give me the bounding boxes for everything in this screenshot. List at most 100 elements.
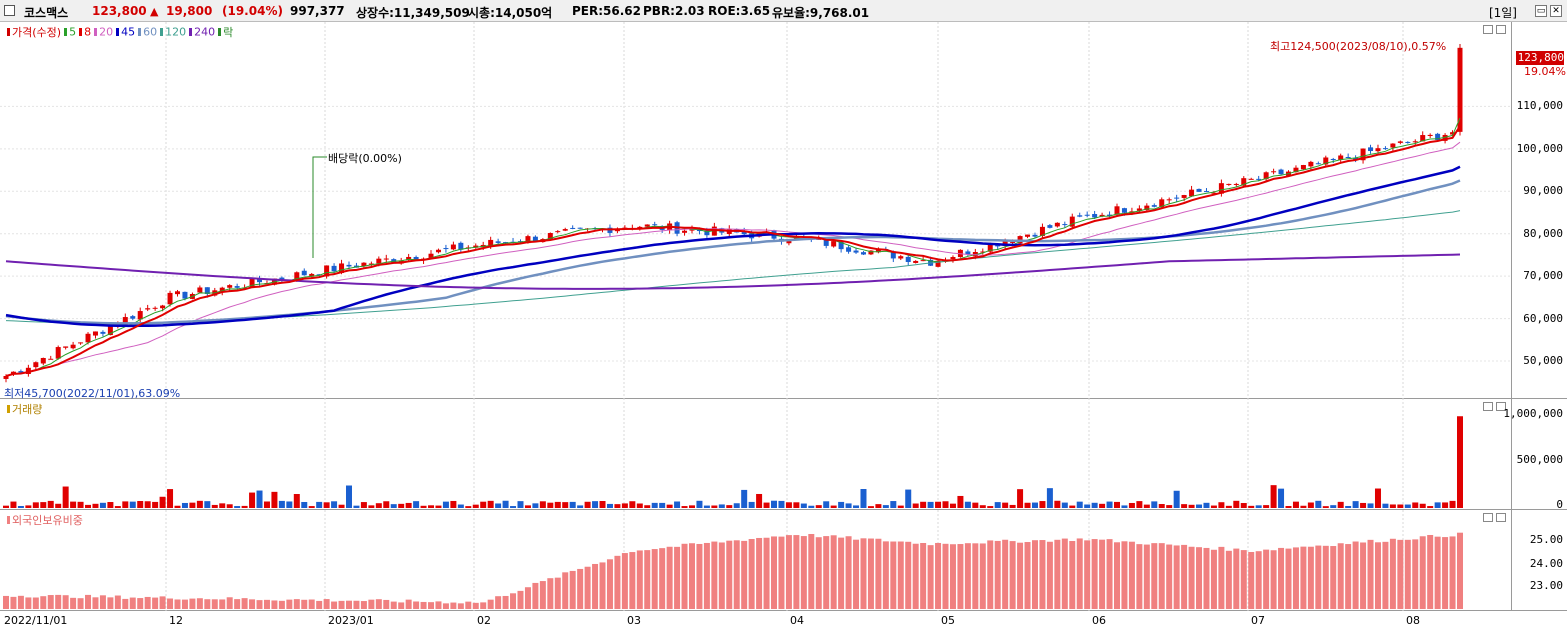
foreign-bar — [278, 600, 285, 609]
volume-bar — [159, 496, 166, 508]
volume-panel[interactable]: 거래량 — [0, 399, 1511, 510]
panel-close-icon[interactable] — [1496, 25, 1506, 34]
close-icon[interactable]: ✕ — [1550, 5, 1562, 17]
maximize-icon[interactable]: ▭ — [1535, 5, 1547, 17]
legend-swatch — [94, 28, 98, 36]
candle-body — [1151, 205, 1157, 207]
volume-bar — [636, 503, 643, 508]
foreign-bar — [323, 599, 330, 609]
volume-bar — [25, 505, 32, 508]
volume-bar — [368, 505, 375, 508]
candle-body — [913, 260, 919, 263]
candle-body — [100, 331, 106, 334]
foreign-bar — [584, 566, 591, 609]
panel-close-icon[interactable] — [1496, 513, 1506, 522]
volume-bar — [644, 505, 651, 508]
volume-bar — [263, 501, 270, 508]
volume-bar — [1345, 505, 1352, 508]
candle-body — [920, 260, 926, 262]
candle-body — [860, 252, 866, 255]
price-panel[interactable]: 가격(수정) 5 8 20 45 60 120 240 락 — [0, 22, 1511, 399]
foreign-bar — [636, 550, 643, 609]
volume-bar — [778, 500, 785, 508]
volume-bar — [1278, 488, 1285, 508]
foreign-bar — [547, 578, 554, 609]
candle-body — [174, 291, 180, 295]
foreign-bar — [1031, 540, 1038, 609]
volume-bar — [502, 500, 509, 508]
volume-bar — [40, 502, 47, 508]
candle-body — [152, 307, 158, 309]
candle-body — [905, 256, 911, 262]
candle-body — [1300, 165, 1306, 170]
legend-label: 240 — [194, 25, 216, 39]
volume-bar — [860, 489, 867, 508]
volume-bar — [435, 505, 442, 508]
period-selector[interactable]: [1일] — [1488, 6, 1517, 20]
volume-bar — [92, 503, 99, 508]
panel-minimize-icon[interactable] — [1483, 25, 1493, 34]
foreign-bar — [823, 536, 830, 609]
candle-body — [1203, 191, 1209, 193]
volume-value: 997,377 — [290, 4, 345, 18]
y-tick-label: 100,000 — [1516, 141, 1563, 155]
foreign-bar — [495, 596, 502, 609]
candle-body — [1025, 234, 1031, 237]
foreign-bar — [1367, 539, 1374, 609]
foreign-bar — [1315, 545, 1322, 609]
foreign-bar — [510, 593, 517, 609]
candle-body — [279, 277, 285, 280]
volume-bar — [964, 501, 971, 508]
volume-bar — [614, 504, 621, 508]
candle-body — [1397, 141, 1403, 143]
volume-bar — [1143, 504, 1150, 508]
stock-name[interactable]: 코스맥스 — [24, 6, 69, 20]
candle-body — [1144, 205, 1150, 211]
foreign-panel[interactable]: 외국인보유비중 — [0, 510, 1511, 611]
foreign-bar — [562, 572, 569, 609]
foreign-bar — [85, 594, 92, 609]
candle-body — [406, 256, 412, 260]
volume-bar — [1255, 505, 1262, 508]
foreign-bar — [480, 602, 487, 609]
panel-close-icon[interactable] — [1496, 402, 1506, 411]
panel-minimize-icon[interactable] — [1483, 513, 1493, 522]
panel-minimize-icon[interactable] — [1483, 402, 1493, 411]
candle-body — [1196, 188, 1202, 192]
candle-body — [122, 317, 128, 327]
foreign-bar — [77, 598, 84, 609]
foreign-bar — [293, 599, 300, 609]
volume-bar — [107, 502, 114, 508]
volume-bar — [1263, 505, 1270, 508]
volume-bar — [621, 503, 628, 508]
foreign-bar — [927, 545, 934, 609]
volume-bar — [1449, 500, 1456, 508]
volume-bar — [942, 501, 949, 508]
foreign-bar — [25, 597, 32, 609]
volume-bar — [1128, 502, 1135, 508]
foreign-bar — [1233, 548, 1240, 609]
foreign-bar — [226, 597, 233, 609]
foreign-bar — [1322, 545, 1329, 609]
candle-body — [383, 258, 389, 260]
foreign-bar — [1255, 551, 1262, 609]
ma240-line — [5, 253, 1461, 290]
select-checkbox[interactable] — [4, 5, 15, 16]
volume-bar — [1292, 501, 1299, 508]
foreign-bar — [10, 596, 17, 609]
candle-body — [570, 227, 576, 229]
volume-bar — [1412, 502, 1419, 508]
candle-body — [935, 260, 941, 267]
volume-bar — [1009, 504, 1016, 508]
candle-body — [1114, 206, 1120, 215]
candle-body — [1159, 199, 1165, 208]
volume-bar — [428, 505, 435, 508]
foreign-bar — [1337, 543, 1344, 609]
candle-body — [786, 240, 792, 244]
per-value: PER:56.62 — [572, 4, 641, 18]
volume-bar — [47, 500, 54, 508]
volume-bar — [599, 501, 606, 508]
dividend-note: 배당락(0.00%) — [328, 152, 402, 165]
volume-bar — [152, 501, 159, 508]
foreign-bar — [1270, 550, 1277, 609]
